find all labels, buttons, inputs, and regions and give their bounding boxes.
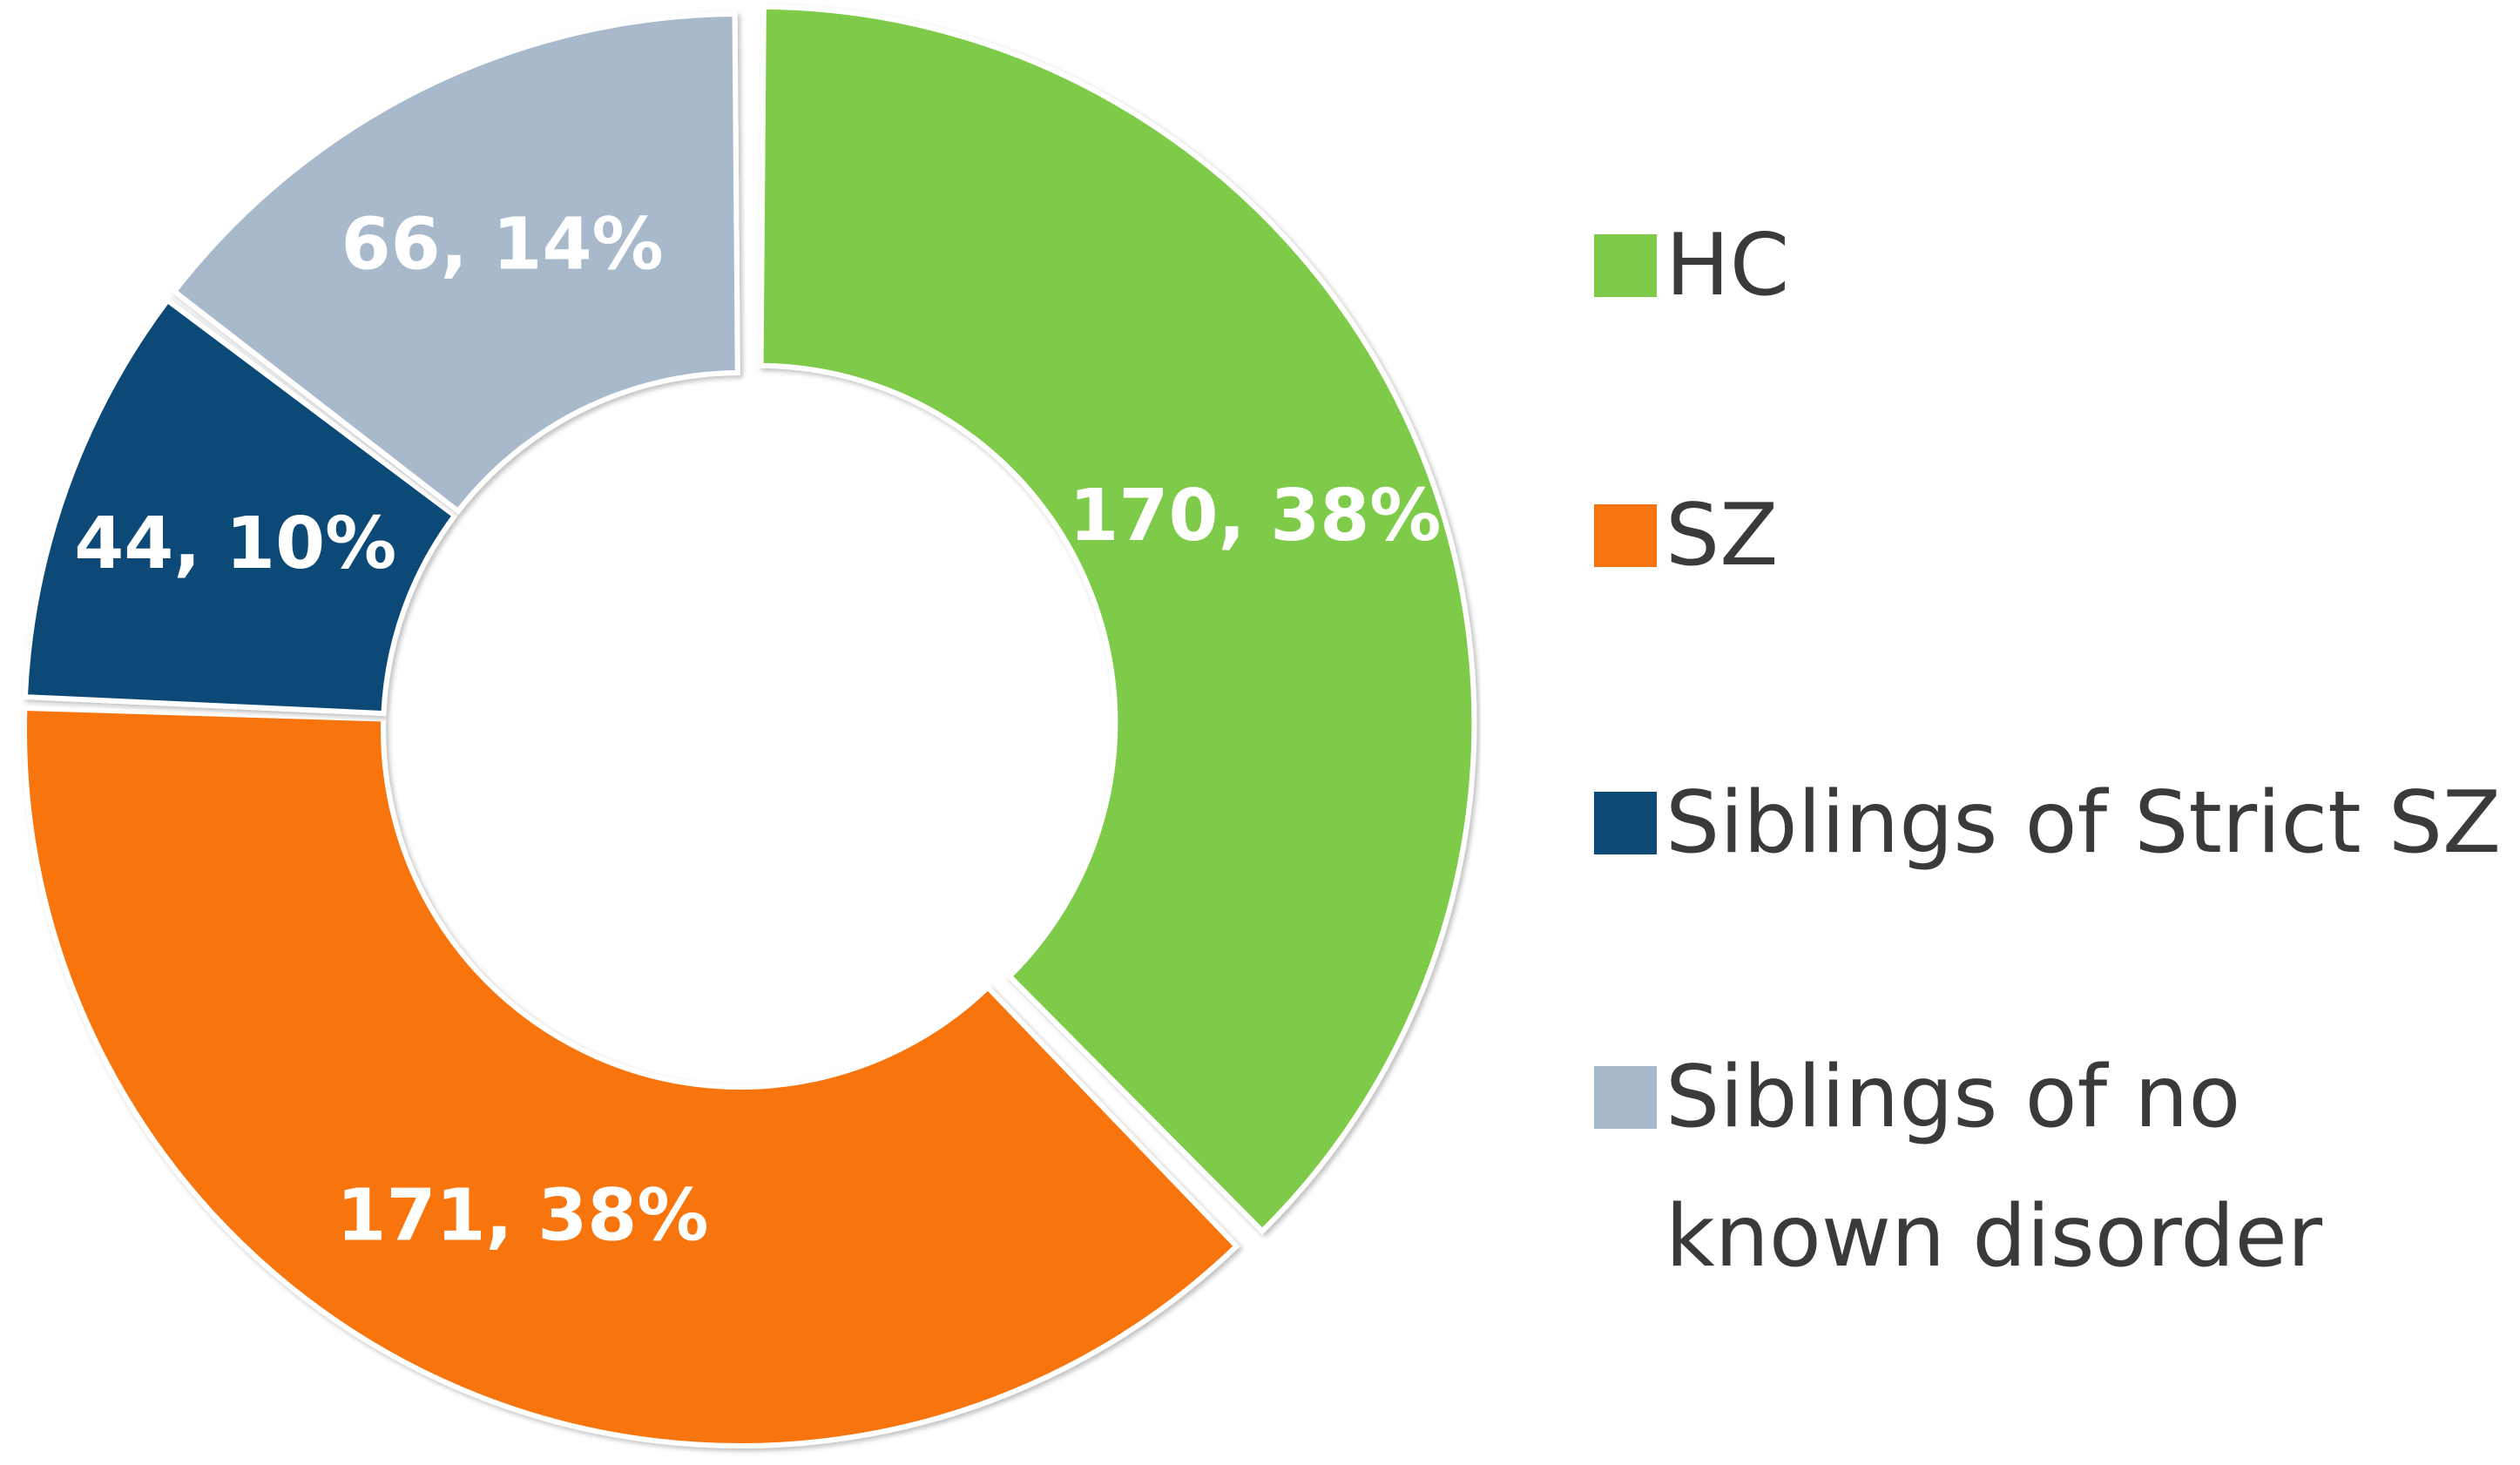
legend-swatch-sz: [1594, 504, 1657, 567]
donut-chart: 170, 38% 171, 38% 44, 10% 66, 14%: [22, 3, 1477, 1448]
data-label-siblings-of-no-known-disorder: 66, 14%: [341, 203, 664, 286]
legend-item-siblings-no-known-disorder: Siblings of no known disorder: [1594, 1028, 2502, 1306]
legend-item-hc: HC: [1594, 196, 2502, 335]
slice-hc: [758, 3, 1477, 1235]
slice-siblings-of-no-known-disorder: [170, 11, 740, 516]
donut-data-labels: 170, 38% 171, 38% 44, 10% 66, 14%: [74, 203, 1441, 1257]
legend-swatch-siblings-no-known-disorder: [1594, 1066, 1657, 1129]
legend-label-sz: SZ: [1665, 486, 1779, 585]
data-label-hc: 170, 38%: [1069, 475, 1441, 557]
slice-sz: [22, 705, 1240, 1448]
donut-slices: [22, 3, 1477, 1448]
legend-swatch-siblings-strict-sz: [1594, 792, 1657, 854]
legend-label-hc: HC: [1665, 216, 1790, 315]
legend-swatch-hc: [1594, 234, 1657, 297]
legend-label-siblings-no-known-disorder: Siblings of no known disorder: [1665, 1048, 2323, 1286]
slice-siblings-of-strict-sz: [22, 296, 459, 717]
data-label-siblings-of-strict-sz: 44, 10%: [74, 503, 396, 585]
legend-label-siblings-strict-sz: Siblings of Strict SZ: [1665, 773, 2502, 873]
legend-item-sz: SZ: [1594, 466, 2502, 605]
chart-legend: HC SZ Siblings of Strict SZ Siblings of …: [1594, 0, 2502, 1465]
data-label-sz: 171, 38%: [336, 1174, 708, 1257]
legend-item-siblings-strict-sz: Siblings of Strict SZ: [1594, 753, 2502, 893]
